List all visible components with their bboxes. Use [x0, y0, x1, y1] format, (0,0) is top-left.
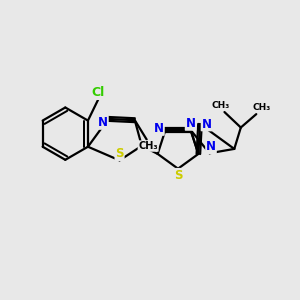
- Text: N: N: [202, 118, 212, 130]
- Text: CH₃: CH₃: [212, 101, 230, 110]
- Text: N: N: [186, 117, 196, 130]
- Text: S: S: [115, 147, 124, 160]
- Text: N: N: [154, 122, 164, 135]
- Text: Cl: Cl: [92, 86, 105, 99]
- Text: S: S: [174, 169, 182, 182]
- Text: N: N: [206, 140, 216, 153]
- Text: CH₃: CH₃: [138, 141, 158, 151]
- Text: N: N: [98, 116, 108, 129]
- Text: CH₃: CH₃: [253, 103, 271, 112]
